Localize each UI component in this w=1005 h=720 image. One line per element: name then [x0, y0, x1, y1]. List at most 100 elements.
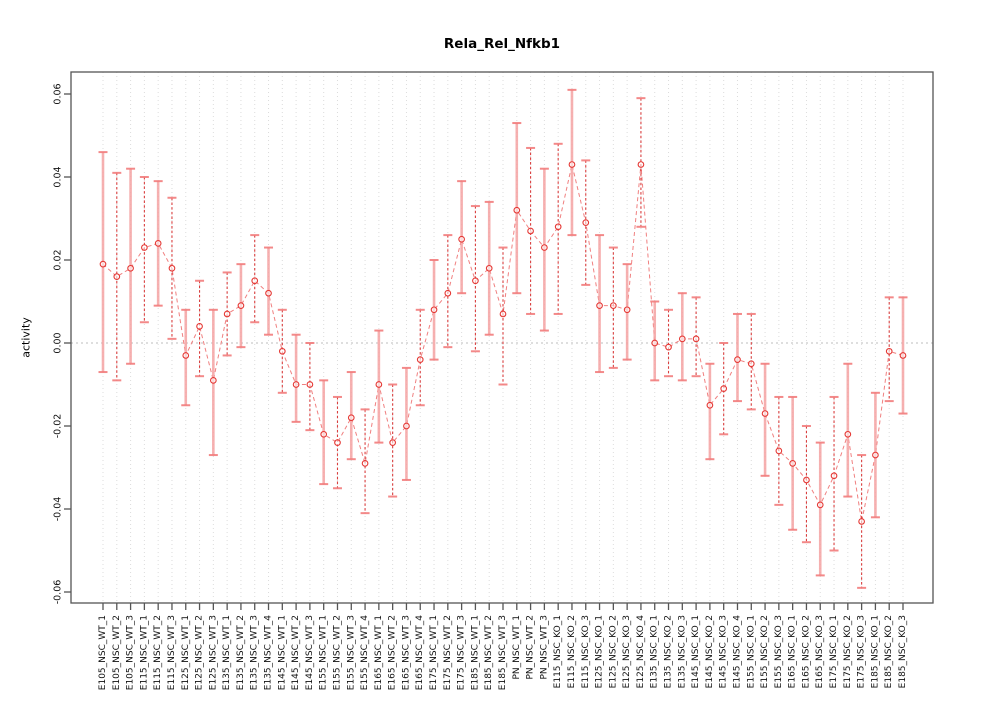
x-tick-label: E135_NSC_KO_2: [664, 615, 674, 688]
x-tick-label: E125_NSC_KO_3: [622, 615, 632, 688]
data-point-marker: [458, 235, 465, 243]
x-tick-label: E135_NSC_WT_4: [264, 615, 274, 690]
x-tick-label: E155_NSC_KO_3: [774, 615, 784, 688]
data-point-marker: [554, 223, 562, 231]
x-tick-label: E135_NSC_KO_1: [650, 615, 660, 688]
x-tick-label: E185_NSC_KO_3: [898, 615, 908, 688]
y-tick-label: -0.04: [53, 497, 64, 522]
x-tick-label: E155_NSC_KO_2: [760, 615, 770, 688]
x-tick-label: E115_NSC_KO_3: [581, 615, 591, 688]
data-point-marker: [485, 264, 493, 272]
x-tick-label: E115_NSC_WT_1: [139, 615, 149, 690]
data-point-marker: [692, 335, 700, 343]
x-tick-label: E165_NSC_WT_2: [388, 615, 398, 690]
data-point-marker: [430, 306, 438, 314]
data-point-marker: [885, 347, 893, 355]
data-point-marker: [803, 476, 810, 484]
x-tick-label: E145_NSC_KO_3: [719, 615, 729, 688]
y-tick-label: 0.06: [53, 83, 64, 104]
x-tick-label: E135_NSC_WT_3: [250, 615, 260, 690]
x-tick-label: E105_NSC_WT_3: [126, 615, 136, 690]
data-point-marker: [334, 439, 341, 446]
data-point-marker: [292, 381, 300, 388]
data-point-marker: [403, 422, 410, 430]
x-tick-label: E175_NSC_KO_3: [857, 615, 867, 688]
x-tick-label: E165_NSC_KO_1: [788, 615, 798, 688]
x-tick-label: E175_NSC_KO_2: [843, 615, 853, 688]
x-tick-label: E185_NSC_WT_3: [498, 615, 508, 690]
x-tick-label: E105_NSC_WT_2: [112, 615, 122, 690]
x-tick-label: E115_NSC_KO_2: [567, 615, 577, 688]
data-point-marker: [375, 381, 383, 388]
data-point-marker: [513, 206, 521, 214]
x-tick-label: E145_NSC_KO_2: [705, 615, 715, 688]
data-point-marker: [168, 264, 176, 272]
y-tick-label: 0.04: [53, 166, 64, 187]
data-point-marker: [127, 264, 134, 272]
data-point-marker: [596, 302, 603, 310]
x-tick-label: E135_NSC_WT_2: [236, 615, 246, 690]
data-point-marker: [472, 277, 479, 285]
data-point-marker: [637, 161, 645, 168]
data-points: [99, 161, 907, 525]
x-tick-label: E185_NSC_KO_2: [884, 615, 894, 688]
data-point-marker: [609, 302, 617, 310]
plot-frame: [70, 71, 934, 604]
y-tick-label: 0.02: [53, 249, 64, 270]
x-tick-label: E165_NSC_KO_3: [815, 615, 825, 688]
x-tick-label: E155_NSC_KO_1: [746, 615, 756, 688]
x-tick-label: PN_NSC_WT_2: [526, 615, 536, 680]
x-tick-label: PN_NSC_WT_1: [512, 615, 522, 680]
x-tick-label: E155_NSC_WT_3: [346, 615, 356, 690]
data-point-marker: [416, 356, 424, 363]
x-tick-label: E115_NSC_WT_2: [153, 615, 163, 690]
data-point-marker: [775, 447, 783, 455]
data-point-marker: [306, 381, 314, 388]
data-point-marker: [444, 289, 452, 297]
x-tick-label: E145_NSC_WT_1: [277, 615, 287, 690]
data-point-marker: [209, 377, 217, 384]
data-point-marker: [816, 501, 824, 509]
x-tick-label: E145_NSC_WT_3: [305, 615, 315, 690]
data-point-marker: [706, 401, 714, 409]
data-point-marker: [196, 323, 203, 330]
x-tick-label: E115_NSC_WT_3: [167, 615, 177, 690]
x-tick-label: E145_NSC_KO_4: [732, 615, 742, 689]
data-point-marker: [734, 356, 741, 363]
x-axis: E105_NSC_WT_1 E105_NSC_WT_2 E105_NSC_WT_3 E…: [98, 603, 908, 690]
data-point-marker: [899, 352, 907, 359]
x-tick-label: E165_NSC_WT_1: [374, 615, 384, 690]
x-tick-label: E175_NSC_WT_1: [429, 615, 439, 690]
data-point-marker: [389, 439, 397, 446]
x-tick-label: E185_NSC_WT_2: [484, 615, 494, 690]
data-point-marker: [223, 310, 231, 318]
x-tick-label: E165_NSC_KO_2: [801, 615, 811, 688]
x-tick-label: E125_NSC_WT_1: [181, 615, 191, 690]
data-point-marker: [858, 518, 865, 525]
chart-title: Rela_Rel_Nfkb1: [443, 36, 561, 52]
x-tick-label: E135_NSC_KO_3: [677, 615, 687, 688]
data-point-marker: [582, 219, 590, 226]
data-point-marker: [651, 339, 659, 347]
x-tick-label: E115_NSC_KO_1: [553, 615, 563, 688]
x-tick-label: E155_NSC_WT_1: [319, 615, 329, 690]
data-point-marker: [154, 240, 162, 247]
data-point-marker: [265, 289, 272, 297]
x-tick-label: E165_NSC_WT_4: [415, 615, 425, 690]
x-tick-label: E125_NSC_KO_4: [636, 615, 646, 689]
data-point-marker: [347, 414, 355, 422]
data-point-marker: [113, 273, 121, 280]
x-tick-label: PN_NSC_WT_3: [539, 615, 549, 680]
data-point-marker: [747, 360, 755, 368]
x-tick-label: E175_NSC_KO_1: [829, 615, 839, 688]
x-tick-label: E175_NSC_WT_2: [443, 615, 453, 690]
x-tick-label: E125_NSC_KO_1: [595, 615, 605, 688]
x-tick-label: E125_NSC_WT_3: [208, 615, 218, 690]
x-tick-label: E155_NSC_WT_2: [332, 615, 342, 690]
data-point-marker: [761, 410, 769, 417]
y-axis: 0.06 0.04 0.02 0.00 -0.02 -0.04 -0.06: [53, 83, 71, 604]
y-tick-label: 0.00: [53, 332, 64, 353]
data-point-marker: [568, 161, 576, 168]
